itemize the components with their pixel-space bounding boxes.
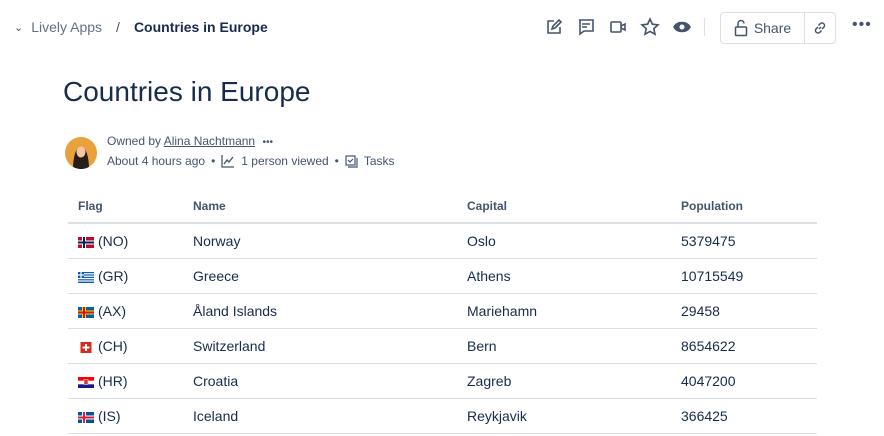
flag-icon — [78, 306, 94, 318]
country-code: (AX) — [98, 302, 126, 319]
watch-icon[interactable] — [672, 17, 692, 37]
capital-cell: Mariehamn — [457, 293, 671, 329]
country-code: (IS) — [98, 407, 121, 424]
owned-by-label: Owned by — [107, 134, 162, 148]
breadcrumb-current[interactable]: Countries in Europe — [133, 19, 268, 35]
page-meta: About 4 hours ago • 1 person viewed • Task… — [107, 154, 395, 168]
edit-icon[interactable] — [544, 17, 564, 37]
share-label: Share — [753, 20, 792, 36]
country-code: (HR) — [98, 372, 128, 389]
comment-icon[interactable] — [576, 17, 596, 37]
flag-cell: (AX) — [68, 293, 183, 329]
country-code: (NO) — [98, 232, 129, 249]
flag-icon — [80, 341, 92, 353]
table-row: (AX) Åland Islands Mariehamn 29458 — [68, 293, 817, 329]
capital-cell: Athens — [457, 258, 671, 294]
breadcrumb-separator: / — [116, 19, 120, 35]
flag-cell: (NO) — [68, 223, 183, 259]
capital-cell: Reykjavik — [457, 398, 671, 434]
flag-icon — [78, 376, 94, 388]
breadcrumb-space-link[interactable]: Lively Apps — [31, 19, 103, 35]
population-cell: 10715549 — [671, 258, 817, 294]
flag-cell: (IS) — [68, 398, 183, 434]
countries-table: Flag Name Capital Population (NO) Norway… — [68, 190, 817, 434]
population-cell: 366425 — [671, 398, 817, 434]
name-cell: Åland Islands — [183, 293, 457, 329]
population-cell: 8654622 — [671, 328, 817, 364]
tasks-link[interactable]: Tasks — [363, 154, 395, 168]
flag-cell: (GR) — [68, 258, 183, 294]
top-bar: ⌄ Lively Apps / Countries in Europe Shar… — [0, 0, 884, 56]
table-row: (CH) Switzerland Bern 8654622 — [68, 328, 817, 364]
table-row: (IS) Iceland Reykjavik 366425 — [68, 398, 817, 434]
flag-cell: (CH) — [68, 328, 183, 364]
more-actions-button[interactable]: ••• — [852, 16, 872, 33]
flag-icon — [78, 411, 94, 423]
analytics-icon — [221, 155, 235, 168]
video-icon[interactable] — [608, 17, 628, 37]
owner-more-button[interactable]: ••• — [262, 137, 273, 148]
column-header-population: Population — [671, 190, 817, 224]
table-row: (HR) Croatia Zagreb 4047200 — [68, 363, 817, 399]
avatar[interactable] — [65, 137, 97, 169]
table-header-row: Flag Name Capital Population — [68, 190, 817, 224]
page-title: Countries in Europe — [63, 76, 311, 107]
dot-separator: • — [211, 154, 216, 168]
name-cell: Norway — [183, 223, 457, 259]
capital-cell: Bern — [457, 328, 671, 364]
column-header-flag: Flag — [68, 190, 183, 224]
star-icon[interactable] — [640, 17, 660, 37]
population-cell: 5379475 — [671, 223, 817, 259]
flag-cell: (HR) — [68, 363, 183, 399]
name-cell: Iceland — [183, 398, 457, 434]
link-icon — [814, 22, 826, 34]
flag-icon — [78, 236, 94, 248]
share-button[interactable]: Share — [721, 13, 805, 43]
owner-line: Owned by Alina Nachtmann ••• — [107, 134, 273, 148]
population-cell: 4047200 — [671, 363, 817, 399]
unlock-icon — [734, 19, 748, 37]
capital-cell: Zagreb — [457, 363, 671, 399]
country-code: (CH) — [98, 337, 128, 354]
name-cell: Switzerland — [183, 328, 457, 364]
divider — [704, 18, 705, 36]
flag-icon — [78, 271, 94, 283]
chevron-down-icon[interactable]: ⌄ — [14, 21, 24, 34]
table-row: (NO) Norway Oslo 5379475 — [68, 223, 817, 259]
views-count[interactable]: 1 person viewed — [241, 154, 329, 168]
column-header-capital: Capital — [457, 190, 671, 224]
column-header-name: Name — [183, 190, 457, 224]
updated-time[interactable]: About 4 hours ago — [107, 154, 206, 168]
dot-separator: • — [334, 154, 339, 168]
tasks-icon — [345, 154, 358, 168]
table-row: (GR) Greece Athens 10715549 — [68, 258, 817, 294]
country-code: (GR) — [98, 267, 129, 284]
name-cell: Croatia — [183, 363, 457, 399]
capital-cell: Oslo — [457, 223, 671, 259]
owner-link[interactable]: Alina Nachtmann — [163, 134, 256, 148]
copy-link-button[interactable] — [805, 13, 835, 43]
population-cell: 29458 — [671, 293, 817, 329]
breadcrumb: ⌄ Lively Apps / Countries in Europe — [14, 19, 268, 35]
name-cell: Greece — [183, 258, 457, 294]
